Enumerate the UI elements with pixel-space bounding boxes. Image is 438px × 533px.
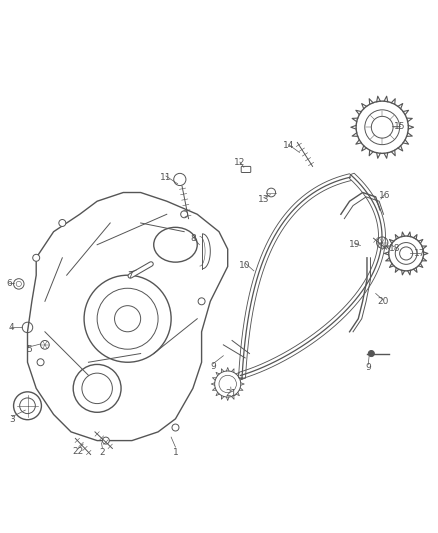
Text: 3: 3 — [9, 415, 15, 424]
Circle shape — [102, 437, 110, 444]
Text: 6: 6 — [6, 279, 12, 287]
Text: 9: 9 — [365, 363, 371, 372]
Text: 11: 11 — [160, 173, 172, 182]
Text: 16: 16 — [378, 191, 390, 200]
Text: 18: 18 — [389, 244, 400, 253]
Text: 2: 2 — [99, 448, 105, 457]
Text: 15: 15 — [394, 122, 406, 131]
Text: 10: 10 — [239, 261, 251, 270]
Text: 9: 9 — [211, 362, 216, 371]
Circle shape — [368, 351, 374, 357]
Text: 8: 8 — [190, 233, 196, 243]
Circle shape — [37, 359, 44, 366]
Text: 4: 4 — [8, 323, 14, 332]
Circle shape — [181, 211, 187, 218]
Text: 7: 7 — [127, 271, 133, 280]
Text: 20: 20 — [378, 297, 389, 306]
Text: 17: 17 — [414, 249, 426, 258]
Circle shape — [198, 298, 205, 305]
Text: 12: 12 — [234, 158, 246, 167]
Text: 5: 5 — [26, 345, 32, 354]
Text: 13: 13 — [258, 196, 269, 205]
Text: 1: 1 — [173, 448, 178, 457]
Text: 19: 19 — [349, 240, 360, 249]
Circle shape — [59, 220, 66, 227]
Text: 14: 14 — [283, 141, 294, 150]
Circle shape — [33, 254, 40, 261]
Text: 22: 22 — [72, 447, 83, 456]
Circle shape — [172, 424, 179, 431]
Text: 21: 21 — [226, 389, 237, 398]
